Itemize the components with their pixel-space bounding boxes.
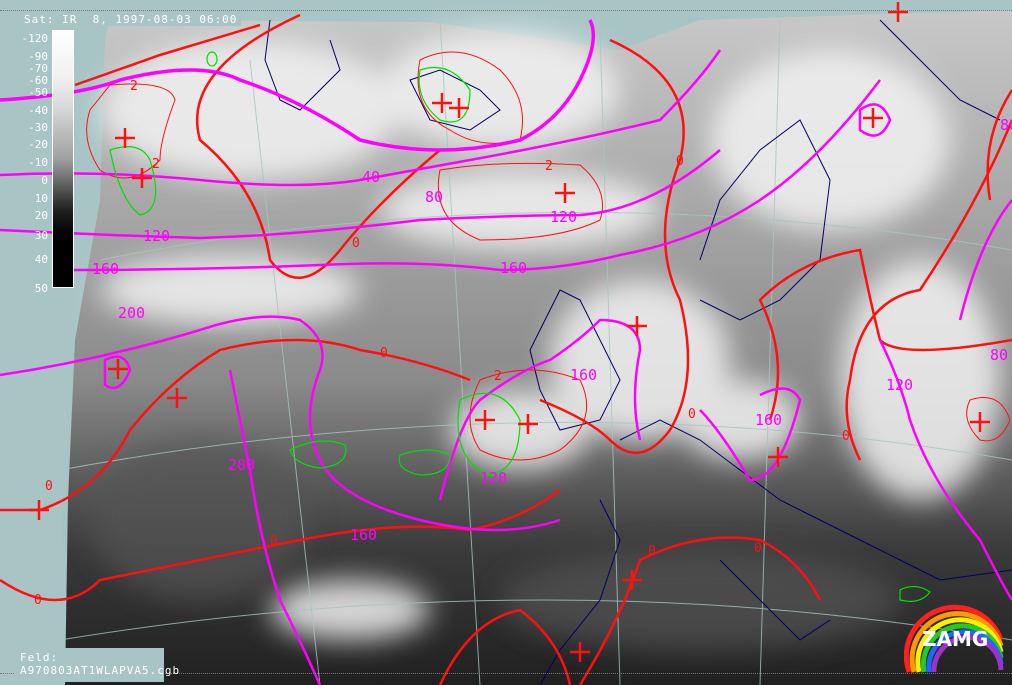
legend-tick: -10 [28, 156, 48, 169]
contour-label: 120 [143, 227, 170, 245]
contour-label: 80 [1000, 116, 1012, 134]
contour-label: 160 [500, 259, 527, 277]
contour-label: 0 [676, 154, 684, 169]
satellite-image [65, 10, 1012, 685]
legend-tick: -60 [28, 74, 48, 87]
contour-label: 0 [754, 541, 762, 556]
image-title: Sat: IR 8, 1997-08-03 06:00 [20, 13, 242, 26]
contour-label: 2 [130, 79, 138, 94]
legend-tick: 10 [34, 192, 48, 205]
contour-label: 160 [570, 366, 597, 384]
contour-label: 2 [494, 369, 502, 384]
frame-border-top [0, 10, 1012, 11]
contour-label: 160 [350, 526, 377, 544]
contour-label: 80 [425, 188, 443, 206]
legend-tick: -30 [28, 121, 48, 134]
contour-label: 0 [34, 593, 42, 608]
contour-label: 40 [362, 168, 380, 186]
contour-label: 0 [45, 479, 53, 494]
legend-tick: 30 [34, 229, 48, 242]
contour-label: 2 [152, 157, 160, 172]
frame-border-bottom [0, 673, 1012, 674]
contour-label: 0 [380, 346, 388, 361]
grayscale-colorbar [52, 30, 74, 288]
legend-tick: -20 [28, 138, 48, 151]
contour-label: 160 [755, 411, 782, 429]
contour-label: 120 [550, 208, 577, 226]
contour-label: 0 [352, 236, 360, 251]
field-filename: A970803AT1WLAPVA5.cgb [20, 664, 181, 677]
red-contours [0, 13, 1012, 685]
zamg-logo: ZAMG [904, 604, 1004, 673]
contour-label: 120 [480, 469, 507, 487]
legend-tick: -40 [28, 104, 48, 117]
graticule [59, 19, 1012, 685]
legend-tick: -70 [28, 62, 48, 75]
contour-labels: 2 0 2 0 0 0 0 0 0 0 0 0 2 2 40 80 120 12… [34, 79, 1012, 608]
magenta-contours [0, 19, 1012, 685]
contour-label: 2 [545, 159, 553, 174]
red-thin-contours [86, 51, 1011, 461]
coastlines [264, 19, 1012, 685]
green-contours [109, 51, 931, 602]
svg-text:ZAMG: ZAMG [922, 627, 988, 651]
pressure-centers [29, 2, 990, 662]
temperature-scale-legend: -120 -90 -70 -60 -50 -40 -30 -20 -10 0 10 20 30 40 50 [8, 30, 74, 295]
contour-label: 160 [92, 260, 119, 278]
contour-label: 120 [886, 376, 913, 394]
field-label: Feld: [20, 651, 59, 664]
legend-tick: -90 [28, 50, 48, 63]
legend-tick: 40 [34, 253, 48, 266]
contour-label: 0 [688, 407, 696, 422]
legend-tick: 50 [34, 282, 48, 295]
legend-tick: -50 [28, 86, 48, 99]
field-info: Feld: A970803AT1WLAPVA5.cgb [14, 648, 181, 682]
contour-label: 0 [842, 429, 850, 444]
legend-tick: 20 [34, 209, 48, 222]
contour-label: 80 [990, 346, 1008, 364]
legend-tick: -120 [21, 32, 49, 45]
contour-label: 0 [270, 534, 278, 549]
contour-label: 200 [228, 456, 255, 474]
contour-label: 200 [118, 304, 145, 322]
contour-label: 0 [648, 544, 656, 559]
legend-tick: 0 [41, 174, 48, 187]
